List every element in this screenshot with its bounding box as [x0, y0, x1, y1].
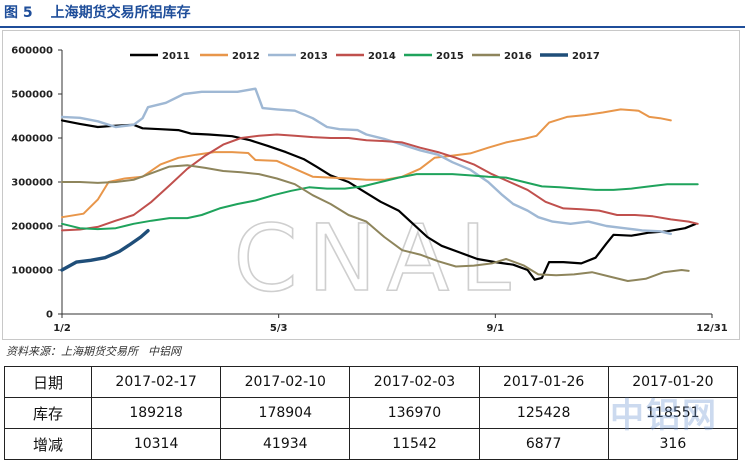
series-line-2012	[61, 108, 672, 219]
y-tick-label: 600000	[11, 46, 53, 57]
legend-label-2012: 2012	[232, 51, 260, 62]
x-tick-label: 12/31	[696, 323, 728, 334]
y-tick-label: 100000	[11, 266, 53, 277]
legend-label-2017: 2017	[572, 51, 600, 62]
series-line-2011	[60, 119, 697, 281]
value-cell: 41934	[220, 428, 351, 460]
value-cell: 6877	[478, 428, 609, 460]
legend-label-2014: 2014	[368, 51, 396, 62]
value-cell: 189218	[90, 397, 222, 429]
table-row: 库存 189218 178904 136970 125428 118551	[4, 397, 739, 429]
source-label: 资料来源：上海期货交易所	[6, 345, 138, 358]
chart-frame	[2, 30, 740, 340]
source-note: 资料来源：上海期货交易所 中铝网	[6, 343, 191, 359]
value-cell: 136970	[349, 397, 480, 429]
date-cell: 2017-02-03	[349, 366, 480, 398]
value-cell: 125428	[478, 397, 609, 429]
title-underline	[0, 26, 745, 28]
series-line-2013	[60, 87, 672, 236]
series-layer	[60, 87, 699, 282]
y-tick-label: 0	[46, 310, 53, 321]
legend-label-2013: 2013	[300, 51, 328, 62]
series-line-2015	[61, 173, 699, 231]
x-tick-label: 1/2	[53, 323, 71, 334]
value-cell: 118551	[607, 397, 739, 429]
chart-watermark: CNAL	[233, 205, 520, 312]
x-tick-label: 5/3	[270, 323, 288, 334]
source-org: 中铝网	[148, 345, 181, 358]
row-label-cell: 增减	[4, 428, 92, 460]
table-row: 增减 10314 41934 11542 6877 316	[4, 428, 739, 460]
date-cell: 2017-01-26	[478, 366, 609, 398]
x-tick-label: 9/1	[487, 323, 505, 334]
aluminum-inventory-chart: CNAL 0 100000 200000 300000 400000 500000 6000…	[11, 46, 728, 335]
table-header-row: 日期 2017-02-17 2017-02-10 2017-02-03 2017…	[4, 366, 739, 398]
watermark-layer: CNAL	[233, 204, 520, 313]
legend-layer: 2011 2012 2013 2014 2015 2016 2017	[130, 51, 600, 62]
value-cell: 178904	[220, 397, 351, 429]
series-line-2014	[61, 133, 699, 232]
row-label-cell: 库存	[4, 397, 92, 429]
series-line-2016	[61, 164, 690, 282]
value-cell: 11542	[349, 428, 480, 460]
series-line-2017	[60, 229, 150, 272]
figure-title-text: 上海期货交易所铝库存	[50, 5, 191, 21]
date-cell: 2017-01-20	[607, 366, 739, 398]
figure-title: 图 5 上海期货交易所铝库存	[4, 2, 191, 24]
figure-number: 图 5	[4, 5, 33, 21]
header-label-cell: 日期	[4, 366, 92, 398]
inventory-table: 日期 2017-02-17 2017-02-10 2017-02-03 2017…	[4, 366, 739, 460]
legend-label-2011: 2011	[162, 51, 190, 62]
y-tick-label: 500000	[11, 90, 53, 101]
date-cell: 2017-02-10	[220, 366, 351, 398]
value-cell: 316	[607, 428, 739, 460]
legend-label-2016: 2016	[504, 51, 532, 62]
y-tick-label: 400000	[11, 134, 53, 145]
value-cell: 10314	[90, 428, 222, 460]
y-tick-label: 200000	[11, 222, 53, 233]
y-tick-label: 300000	[11, 178, 53, 189]
legend-label-2015: 2015	[436, 51, 464, 62]
date-cell: 2017-02-17	[90, 366, 222, 398]
